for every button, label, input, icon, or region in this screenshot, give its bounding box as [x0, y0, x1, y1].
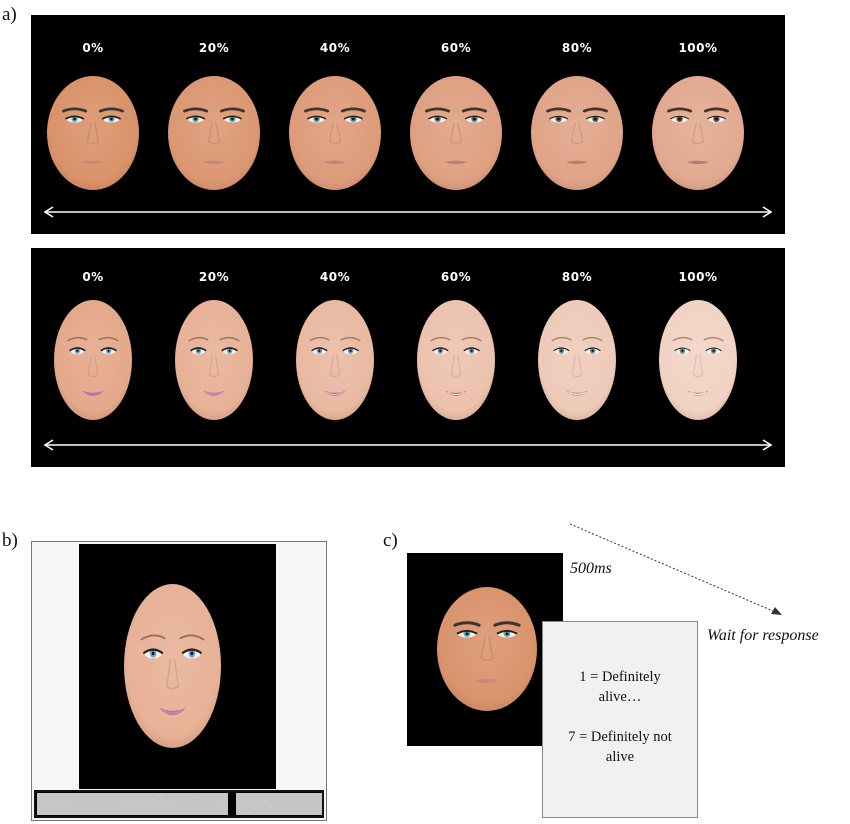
morph-percent-label: 100% — [678, 270, 718, 284]
female-face-image — [175, 300, 253, 420]
morph-percent-label: 80% — [561, 270, 593, 284]
morph-percent-label: 80% — [561, 41, 593, 55]
male-face-image — [410, 76, 502, 190]
morph-percent-label: 0% — [82, 41, 104, 55]
morph-percent-label: 60% — [440, 41, 472, 55]
male-morph-strip: 0% 20% 40% 60% — [31, 15, 785, 234]
morph-percent-label: 100% — [678, 41, 718, 55]
morph-percent-label: 40% — [319, 270, 351, 284]
morph-percent-label: 0% — [82, 270, 104, 284]
male-face-image — [168, 76, 260, 190]
stimulus-display — [79, 544, 276, 789]
panel-b-label: b) — [2, 530, 18, 551]
duration-label: 500ms — [570, 560, 612, 577]
male-face-image — [289, 76, 381, 190]
morph-percent-label: 20% — [198, 270, 230, 284]
male-face-image — [47, 76, 139, 190]
female-morph-strip: 0% 20% 40% — [31, 248, 785, 467]
response-scale-box: 1 = Definitely alive… 7 = Definitely not… — [542, 621, 698, 818]
male-face-image — [531, 76, 623, 190]
time-arrow-icon — [569, 523, 782, 615]
continuum-arrow-icon — [43, 439, 773, 451]
female-face-image — [417, 300, 495, 420]
female-face-image — [538, 300, 616, 420]
morph-percent-label: 20% — [198, 41, 230, 55]
slider-track-right — [236, 793, 322, 815]
morph-percent-label: 40% — [319, 41, 351, 55]
slider-track-left — [37, 793, 228, 815]
female-face-image — [659, 300, 737, 420]
female-face-image — [54, 300, 132, 420]
wait-label: Wait for response — [707, 627, 819, 644]
panel-a-label: a) — [2, 4, 17, 25]
rating-screen — [31, 541, 327, 821]
stimulus-screen — [407, 553, 563, 746]
morph-percent-label: 60% — [440, 270, 472, 284]
rating-slider[interactable] — [34, 790, 324, 818]
scale-high-text: 7 = Definitely not alive — [568, 729, 672, 765]
doll-face-image — [124, 584, 221, 748]
male-doll-face-image — [437, 587, 537, 711]
male-face-image — [652, 76, 744, 190]
female-face-image — [296, 300, 374, 420]
continuum-arrow-icon — [43, 206, 773, 218]
scale-low-text: 1 = Definitely alive… — [579, 669, 661, 705]
panel-c-label: c) — [383, 530, 398, 551]
